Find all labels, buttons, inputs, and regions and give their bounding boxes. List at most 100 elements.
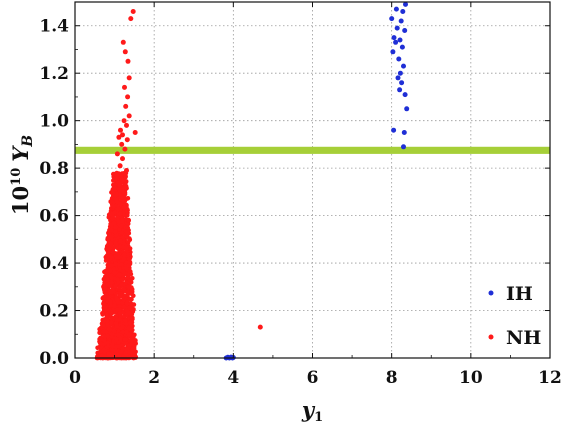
nh-point — [129, 341, 135, 347]
nh-point — [114, 297, 120, 303]
nh-point — [109, 275, 115, 281]
nh-point — [119, 282, 124, 288]
nh-point — [122, 198, 128, 204]
x-tick-label: 12 — [538, 368, 562, 388]
nh-point — [124, 266, 129, 272]
nh-point — [115, 215, 120, 220]
nh-point — [107, 268, 113, 274]
axis-ticks: 0 2 4 6 8 10 12 0.0 0.2 0.4 0.6 0.8 1.0 1.2 1.4 — [39, 1, 562, 388]
nh-point — [120, 195, 125, 200]
nh-point — [120, 177, 126, 183]
nh-point — [114, 172, 120, 178]
nh-point — [105, 322, 110, 328]
nh-point — [124, 137, 130, 143]
nh-point — [116, 332, 121, 338]
ih-point — [397, 87, 403, 93]
x-axis-title: y1 — [301, 397, 323, 425]
nh-point — [119, 230, 124, 235]
nh-point — [109, 263, 115, 268]
nh-point — [115, 277, 120, 282]
nh-point — [109, 280, 114, 285]
y-tick-label: 0.6 — [39, 207, 69, 227]
nh-point — [120, 219, 125, 224]
nh-point — [108, 309, 113, 314]
ih-point — [389, 16, 395, 22]
observed-band — [75, 146, 550, 154]
x-tick-label: 8 — [386, 368, 398, 388]
nh-point — [119, 141, 125, 147]
nh-point — [124, 329, 129, 335]
nh-point — [100, 311, 105, 316]
legend-marker-nh — [488, 334, 494, 340]
ih-point — [397, 37, 403, 43]
ih-point — [399, 80, 405, 86]
ih-point — [402, 28, 408, 33]
nh-point — [126, 263, 132, 268]
data-points — [94, 1, 410, 361]
nh-point — [120, 324, 125, 330]
ih-point — [391, 127, 397, 133]
nh-point — [127, 256, 132, 262]
y-tick-label: 0.0 — [39, 349, 69, 369]
y-tick-label: 1.0 — [39, 112, 69, 132]
nh-point — [105, 297, 111, 302]
y-axis-title-exp: 10 — [9, 168, 24, 186]
nh-point — [120, 244, 126, 250]
nh-point — [118, 127, 123, 133]
nh-point — [108, 228, 114, 233]
ih-point — [393, 6, 399, 12]
nh-point — [110, 204, 116, 209]
nh-point — [114, 255, 120, 260]
ih-point — [401, 63, 406, 69]
nh-point — [110, 215, 115, 221]
nh-point — [103, 286, 108, 292]
nh-point — [109, 344, 115, 349]
nh-point — [129, 287, 135, 292]
nh-point — [116, 134, 122, 140]
nh-point — [100, 323, 106, 328]
nh-point — [108, 199, 114, 204]
nh-point — [125, 225, 130, 230]
nh-point — [126, 284, 131, 289]
y-axis-title-prefix: 10 — [8, 186, 33, 215]
nh-point — [113, 229, 118, 235]
x-axis-title-main: y — [301, 397, 316, 422]
nh-point — [118, 211, 123, 217]
nh-point — [102, 317, 107, 323]
legend-label-ih: IH — [506, 283, 533, 305]
nh-point — [125, 292, 130, 298]
nh-point — [121, 355, 126, 360]
nh-point — [116, 206, 121, 211]
nh-point — [121, 256, 127, 262]
nh-point — [122, 318, 128, 323]
nh-point — [126, 75, 132, 81]
nh-point — [125, 213, 130, 218]
nh-point — [113, 224, 119, 230]
x-tick-label: 10 — [459, 368, 483, 388]
nh-point — [97, 329, 103, 335]
nh-point — [120, 330, 125, 335]
y-axis-title: 1010 YB — [8, 135, 36, 215]
ih-point — [401, 130, 407, 135]
nh-point — [127, 349, 132, 355]
nh-point — [125, 58, 131, 64]
nh-point — [106, 249, 111, 255]
y-axis-title-sub: B — [20, 135, 36, 148]
ih-point — [402, 92, 408, 98]
legend-label-nh: NH — [506, 327, 541, 349]
nh-point — [108, 223, 114, 228]
nh-point — [130, 9, 136, 14]
nh-point — [110, 190, 115, 196]
nh-point — [120, 277, 125, 282]
nh-point — [113, 261, 118, 267]
nh-point — [122, 337, 128, 342]
nh-point — [113, 344, 119, 350]
x-axis-title-sub: 1 — [314, 410, 323, 425]
nh-point — [124, 308, 130, 313]
nh-point — [130, 315, 135, 321]
nh-point — [257, 324, 263, 330]
nh-point — [121, 304, 127, 310]
nh-point — [130, 308, 136, 313]
nh-point — [117, 307, 123, 313]
nh-point — [123, 185, 128, 190]
